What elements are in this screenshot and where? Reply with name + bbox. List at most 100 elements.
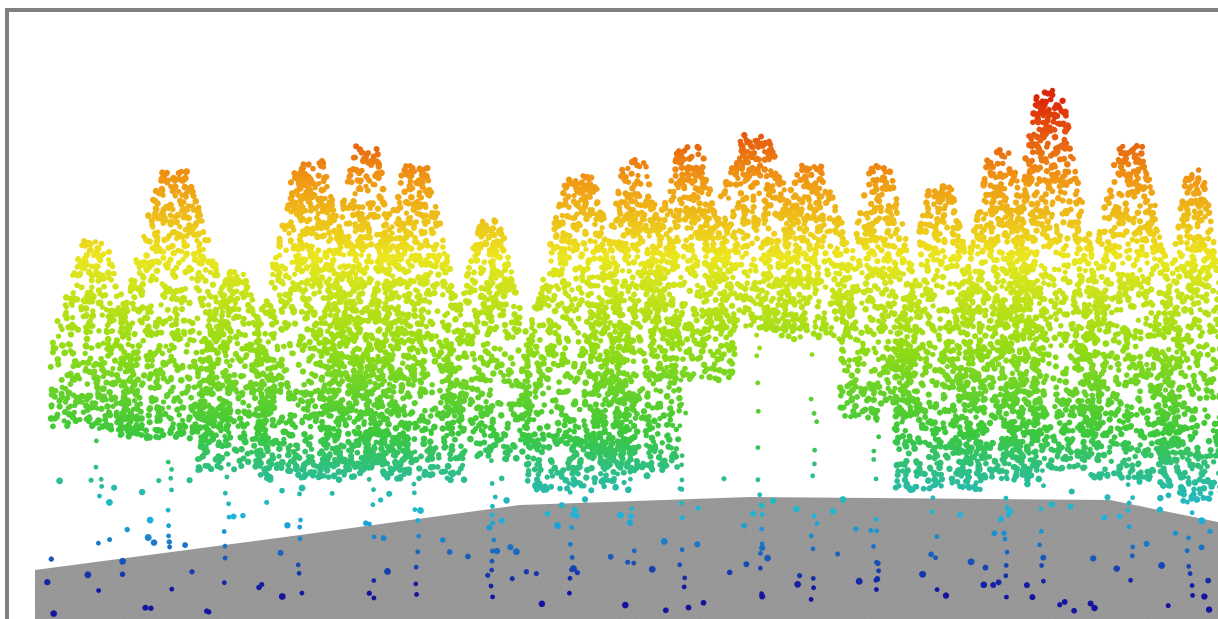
- point: [622, 337, 627, 342]
- point: [544, 375, 551, 382]
- point: [419, 228, 425, 234]
- point: [422, 272, 428, 278]
- point: [331, 334, 337, 340]
- point: [467, 436, 474, 443]
- point: [476, 369, 482, 375]
- point: [287, 341, 293, 347]
- point: [384, 253, 390, 259]
- point: [107, 301, 113, 307]
- point: [333, 370, 339, 376]
- point: [550, 398, 556, 404]
- point: [302, 391, 309, 398]
- point: [72, 270, 78, 276]
- point: [159, 249, 165, 255]
- point: [363, 430, 369, 436]
- point: [362, 437, 368, 443]
- point: [398, 388, 404, 394]
- point: [581, 483, 586, 488]
- point: [572, 479, 577, 484]
- point: [153, 350, 159, 356]
- point: [401, 167, 408, 174]
- point-cloud-view: [0, 0, 1218, 619]
- point: [340, 458, 347, 465]
- point: [175, 212, 182, 219]
- point: [240, 400, 246, 406]
- point: [576, 316, 582, 322]
- point: [537, 337, 543, 343]
- point: [501, 373, 506, 378]
- point: [241, 373, 246, 378]
- point: [341, 364, 347, 370]
- point: [325, 295, 331, 301]
- point: [557, 340, 562, 345]
- point: [195, 374, 201, 380]
- point: [250, 389, 256, 395]
- point: [501, 235, 508, 242]
- point: [72, 358, 79, 365]
- point: [485, 341, 491, 347]
- point: [546, 303, 552, 309]
- point: [326, 239, 331, 244]
- point: [449, 425, 455, 431]
- point: [582, 230, 589, 237]
- point: [545, 296, 551, 302]
- point: [354, 442, 359, 447]
- point: [337, 402, 344, 409]
- point: [536, 323, 542, 329]
- point: [380, 186, 387, 193]
- point: [67, 342, 73, 348]
- point: [179, 287, 185, 293]
- point: [348, 447, 355, 454]
- point: [166, 415, 171, 420]
- point: [431, 263, 437, 269]
- point: [228, 328, 234, 334]
- point: [585, 292, 591, 298]
- point: [382, 436, 388, 442]
- point: [104, 403, 111, 410]
- point: [359, 290, 365, 296]
- point: [308, 424, 313, 429]
- point: [565, 415, 570, 420]
- point: [361, 280, 366, 285]
- point: [257, 343, 264, 350]
- point: [328, 371, 334, 377]
- point: [95, 278, 101, 284]
- point: [290, 393, 297, 400]
- point: [262, 470, 269, 477]
- point: [445, 475, 450, 480]
- point: [392, 319, 399, 326]
- point: [404, 243, 410, 249]
- point: [415, 320, 422, 327]
- point: [227, 284, 233, 290]
- point: [333, 357, 339, 363]
- point: [572, 423, 578, 429]
- point: [296, 171, 302, 177]
- point: [391, 337, 396, 342]
- point: [232, 275, 238, 281]
- point: [136, 356, 141, 361]
- point: [439, 415, 445, 421]
- point: [292, 453, 298, 459]
- point: [81, 238, 86, 243]
- point: [366, 177, 371, 182]
- point: [252, 395, 258, 401]
- point: [397, 367, 403, 373]
- point: [591, 189, 596, 194]
- point: [600, 480, 606, 486]
- point: [197, 380, 203, 386]
- point: [420, 316, 426, 322]
- point: [70, 375, 75, 380]
- point: [85, 381, 90, 386]
- point: [391, 389, 397, 395]
- point: [331, 270, 337, 276]
- point: [582, 379, 589, 386]
- point: [323, 251, 329, 257]
- point: [467, 334, 473, 340]
- point: [398, 172, 404, 178]
- point: [305, 408, 311, 414]
- point: [282, 266, 288, 272]
- point: [298, 397, 304, 403]
- point: [154, 404, 160, 410]
- point: [420, 440, 427, 447]
- point: [238, 446, 245, 453]
